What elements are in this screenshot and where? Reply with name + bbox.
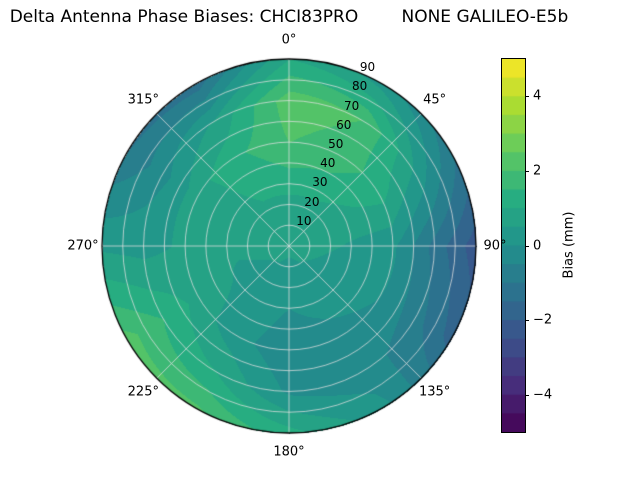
radial-label-80: 80	[351, 79, 368, 94]
colorbar-tick-label--2: −2	[533, 312, 553, 328]
polar-heatmap-canvas	[99, 56, 479, 436]
radial-label-20: 20	[304, 194, 320, 209]
colorbar-tick-label-4: 4	[533, 88, 542, 104]
angle-label-45: 45°	[423, 92, 447, 108]
colorbar-tick-0	[525, 245, 529, 247]
radial-label-70: 70	[344, 98, 360, 113]
colorbar	[501, 58, 526, 433]
radial-label-40: 40	[320, 156, 336, 171]
angle-label-180: 180°	[273, 444, 305, 460]
colorbar-tick-4	[525, 96, 529, 98]
colorbar-tick-label--4: −4	[533, 387, 553, 403]
colorbar-tick--4	[525, 394, 529, 396]
angle-label-90: 90°	[483, 238, 507, 254]
radial-label-10: 10	[296, 213, 312, 228]
radial-label-30: 30	[312, 175, 328, 190]
radial-label-50: 50	[328, 137, 344, 152]
colorbar-tick-label-2: 2	[533, 163, 542, 179]
colorbar-label: Bias (mm)	[561, 211, 577, 279]
angle-label-225: 225°	[127, 384, 159, 400]
radial-label-90: 90	[359, 60, 376, 75]
colorbar-tick-label-0: 0	[533, 238, 542, 253]
chart-title: Delta Antenna Phase Biases: CHCI83PRO NO…	[9, 7, 569, 27]
angle-label-0: 0°	[281, 32, 297, 48]
angle-label-315: 315°	[127, 92, 159, 108]
colorbar-tick-2	[525, 170, 529, 172]
angle-label-135: 135°	[418, 384, 451, 400]
angle-label-270: 270°	[67, 238, 99, 254]
colorbar-tick--2	[525, 320, 529, 322]
radial-label-60: 60	[336, 117, 352, 132]
